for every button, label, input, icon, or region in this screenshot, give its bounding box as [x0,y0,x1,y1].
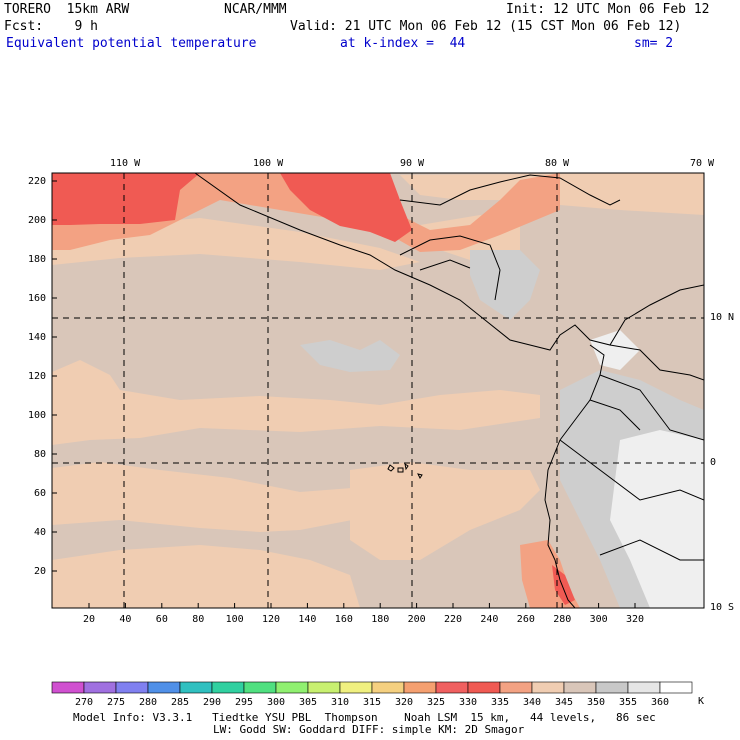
y-index-label: 120 [28,371,47,382]
x-index-label: 120 [262,614,281,625]
model-info-line1: Model Info: V3.3.1 Tiedtke YSU PBL Thomp… [73,711,656,724]
valid-time: Valid: 21 UTC Mon 06 Feb 12 (15 CST Mon … [290,19,682,34]
colorbar-label: 335 [491,697,510,708]
x-index-label: 320 [626,614,645,625]
x-index-label: 80 [192,614,205,625]
colorbar-label: 355 [619,697,638,708]
colorbar-label: 360 [651,697,670,708]
y-index-label: 20 [34,566,47,577]
y-index-label: 180 [28,254,47,265]
x-index-label: 40 [119,614,132,625]
colorbar-label: 280 [139,697,158,708]
lat-label-10s: 10 S [710,602,735,613]
x-index-label: 140 [298,614,317,625]
org-label: NCAR/MMM [224,2,287,17]
x-index-label: 200 [407,614,426,625]
colorbar-label: 315 [363,697,382,708]
x-index-label: 240 [480,614,499,625]
colorbar-label: 345 [555,697,574,708]
y-index-label: 220 [28,176,47,187]
x-index-label: 20 [83,614,96,625]
lat-lon-grid [52,173,704,608]
init-time: Init: 12 UTC Mon 06 Feb 12 [506,2,710,17]
colorbar-label: 295 [235,697,254,708]
x-index-label: 180 [371,614,390,625]
model-info-line2: LW: Godd SW: Goddard DIFF: simple KM: 2D… [213,723,525,736]
colorbar-label: 340 [523,697,542,708]
lon-label-110w: 110 W [110,158,141,169]
x-index-label: 100 [225,614,244,625]
colorbar-label: 320 [395,697,414,708]
smoothing-label: sm= 2 [634,36,674,51]
model-title: TORERO 15km ARW [4,2,130,17]
lat-label-10n: 10 N [710,312,735,323]
lon-label-100w: 100 W [253,158,284,169]
colorbar-label: 305 [299,697,318,708]
x-index-label: 160 [334,614,353,625]
colorbar-label: 270 [75,697,94,708]
forecast-hour: Fcst: 9 h [4,19,98,34]
coastlines [194,173,704,608]
colorbar-label: 330 [459,697,478,708]
field-name: Equivalent potential temperature [6,36,257,51]
lon-label-80w: 80 W [545,158,570,169]
y-index-label: 80 [34,449,47,460]
colorbar-label: 290 [203,697,222,708]
y-index-label: 140 [28,332,47,343]
lon-label-70w: 70 W [690,158,715,169]
colorbar-label: 300 [267,697,286,708]
x-index-label: 220 [444,614,463,625]
colorbar-label: 275 [107,697,126,708]
y-index-label: 60 [34,488,47,499]
y-index-label: 40 [34,527,47,538]
x-index-label: 260 [516,614,535,625]
y-index-label: 160 [28,293,47,304]
equivalent-potential-temperature-field [52,173,704,608]
y-index-label: 100 [28,410,47,421]
lon-label-90w: 90 W [400,158,425,169]
colorbar-label: 285 [171,697,190,708]
colorbar-unit: K [698,696,705,707]
colorbar-label: 310 [331,697,350,708]
y-index-label: 200 [28,215,47,226]
x-index-label: 280 [553,614,572,625]
axis-tick-marks [52,180,636,608]
colorbar-label: 350 [587,697,606,708]
colorbar-label: 325 [427,697,446,708]
lat-label-0: 0 [710,457,717,468]
level-label: at k-index = 44 [340,36,466,51]
x-index-label: 60 [155,614,168,625]
x-index-label: 300 [589,614,608,625]
